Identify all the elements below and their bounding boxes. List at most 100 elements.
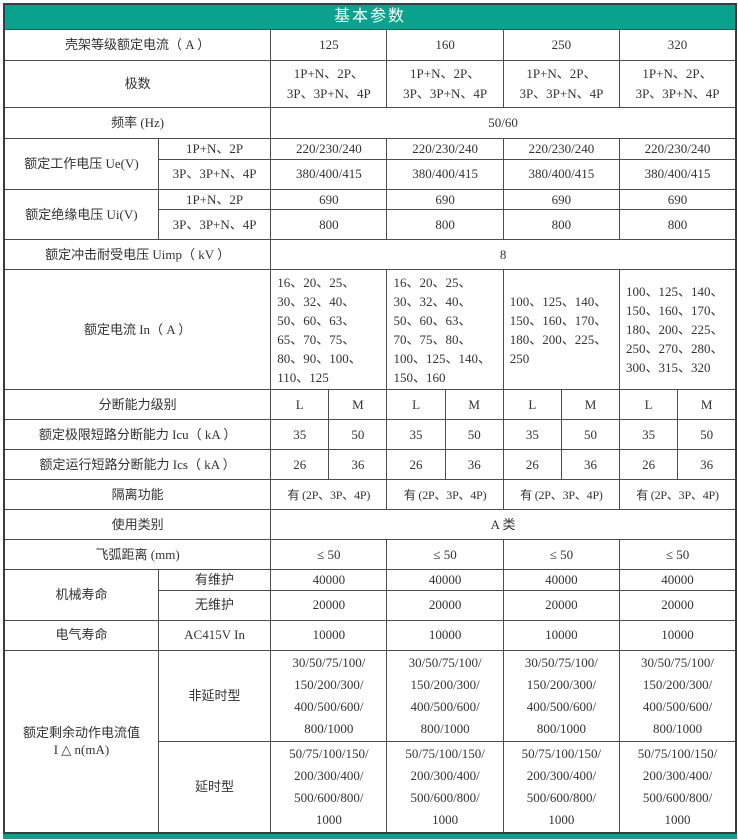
mechanical-life-value: 40000 xyxy=(502,569,621,591)
poles-row: 极数 1P+N、2P、 3P、3P+N、4P 1P+N、2P、 3P、3P+N、… xyxy=(3,60,737,108)
isolation-label: 隔离功能 xyxy=(3,479,272,511)
icu-value: 35 xyxy=(502,419,562,451)
electrical-life-value: 10000 xyxy=(502,619,621,651)
ue-value: 380/400/415 xyxy=(270,158,388,190)
ui-value: 690 xyxy=(619,188,737,211)
ui-sub-label: 3P、3P+N、4P xyxy=(157,209,272,241)
icu-row: 额定极限短路分断能力 Icu（ kA ） 35 50 35 50 35 50 3… xyxy=(3,419,737,451)
residual-current-row-1: 额定剩余动作电流值 I △ n(mA) 非延时型 30/50/75/100/ 1… xyxy=(3,649,737,834)
isolation-value: 有 (2P、3P、4P) xyxy=(619,479,737,511)
rated-current-row: 额定电流 In（ A ） 16、20、25、 30、32、40、 50、60、6… xyxy=(3,269,737,391)
mechanical-life-row-1: 机械寿命 有维护 40000 40000 40000 40000 xyxy=(3,569,737,621)
ics-value: 36 xyxy=(677,449,737,481)
ue-sub-label: 1P+N、2P xyxy=(157,138,272,160)
ue-value: 220/230/240 xyxy=(386,138,504,160)
residual-current-value: 30/50/75/100/ 150/200/300/ 400/500/600/ … xyxy=(270,649,388,742)
arc-distance-value: ≤ 50 xyxy=(502,539,621,571)
electrical-life-row: 电气寿命 AC415V In 10000 10000 10000 10000 xyxy=(3,619,737,651)
ui-value: 800 xyxy=(386,209,504,241)
breaking-class-value: L xyxy=(270,389,330,421)
electrical-life-sub-label: AC415V In xyxy=(157,619,272,651)
usage-category-row: 使用类别 A 类 xyxy=(3,509,737,541)
mechanical-life-value: 40000 xyxy=(619,569,737,591)
residual-current-value: 50/75/100/150/ 200/300/400/ 500/600/800/… xyxy=(502,740,621,834)
frame-current-label: 壳架等级额定电流（ A ） xyxy=(3,29,272,61)
ui-value: 800 xyxy=(502,209,621,241)
breaking-class-value: L xyxy=(619,389,679,421)
electrical-life-value: 10000 xyxy=(270,619,388,651)
ue-value: 380/400/415 xyxy=(386,158,504,190)
poles-value: 1P+N、2P、 3P、3P+N、4P xyxy=(619,60,737,108)
residual-current-label: 额定剩余动作电流值 I △ n(mA) xyxy=(3,649,159,834)
mechanical-life-value: 20000 xyxy=(386,589,504,621)
ics-value: 26 xyxy=(386,449,446,481)
residual-current-value: 30/50/75/100/ 150/200/300/ 400/500/600/ … xyxy=(386,649,504,742)
arc-distance-row: 飞弧距离 (mm) ≤ 50 ≤ 50 ≤ 50 ≤ 50 xyxy=(3,539,737,571)
arc-distance-value: ≤ 50 xyxy=(619,539,737,571)
ics-value: 36 xyxy=(560,449,621,481)
ics-value: 36 xyxy=(444,449,504,481)
electrical-life-value: 10000 xyxy=(619,619,737,651)
ics-value: 26 xyxy=(502,449,562,481)
ue-row-1: 额定工作电压 Ue(V) 1P+N、2P 220/230/240 220/230… xyxy=(3,138,737,190)
mechanical-life-sub-label: 无维护 xyxy=(157,589,272,621)
ue-value: 220/230/240 xyxy=(270,138,388,160)
spec-table-container: 基本参数 壳架等级额定电流（ A ） 125 160 250 320 极数 1P… xyxy=(3,3,737,839)
uimp-value: 8 xyxy=(270,239,737,271)
icu-value: 50 xyxy=(677,419,737,451)
icu-value: 50 xyxy=(328,419,388,451)
frequency-value: 50/60 xyxy=(270,107,737,139)
ue-value: 220/230/240 xyxy=(502,138,621,160)
frequency-row: 频率 (Hz) 50/60 xyxy=(3,107,737,139)
mechanical-life-row-2: 无维护 20000 20000 20000 20000 xyxy=(4,589,737,621)
breaking-class-value: L xyxy=(386,389,446,421)
ics-label: 额定运行短路分断能力 Ics（ kA ） xyxy=(3,449,272,481)
icu-value: 50 xyxy=(444,419,504,451)
frame-current-row: 壳架等级额定电流（ A ） 125 160 250 320 xyxy=(3,29,737,61)
icu-value: 35 xyxy=(270,419,330,451)
breaking-class-value: M xyxy=(444,389,504,421)
ics-value: 26 xyxy=(270,449,330,481)
ui-value: 690 xyxy=(502,188,621,211)
ui-row-1: 额定绝缘电压 Ui(V) 1P+N、2P 690 690 690 690 xyxy=(3,188,737,241)
poles-label: 极数 xyxy=(3,60,272,108)
mechanical-life-value: 40000 xyxy=(270,569,388,591)
uimp-label: 额定冲击耐受电压 Uimp（ kV ） xyxy=(3,239,272,271)
icu-label: 额定极限短路分断能力 Icu（ kA ） xyxy=(3,419,272,451)
ue-value: 380/400/415 xyxy=(619,158,737,190)
poles-value: 1P+N、2P、 3P、3P+N、4P xyxy=(270,60,388,108)
residual-current-row-2: 延时型 50/75/100/150/ 200/300/400/ 500/600/… xyxy=(4,740,737,834)
frame-current-value: 160 xyxy=(386,29,504,61)
ui-value: 800 xyxy=(619,209,737,241)
frame-current-value: 250 xyxy=(502,29,621,61)
breaking-class-row: 分断能力级别 L M L M L M L M xyxy=(3,389,737,421)
mechanical-life-value: 40000 xyxy=(386,569,504,591)
residual-current-value: 50/75/100/150/ 200/300/400/ 500/600/800/… xyxy=(619,740,737,834)
icu-value: 50 xyxy=(560,419,621,451)
ui-row-2: 3P、3P+N、4P 800 800 800 800 xyxy=(4,209,737,241)
ue-sub-label: 3P、3P+N、4P xyxy=(157,158,272,190)
title-row: 基本参数 xyxy=(3,3,737,30)
ue-row-2: 3P、3P+N、4P 380/400/415 380/400/415 380/4… xyxy=(4,158,737,190)
mechanical-life-value: 20000 xyxy=(502,589,621,621)
isolation-value: 有 (2P、3P、4P) xyxy=(502,479,621,511)
mechanical-life-label: 机械寿命 xyxy=(3,569,159,621)
ics-value: 36 xyxy=(328,449,388,481)
residual-current-value: 50/75/100/150/ 200/300/400/ 500/600/800/… xyxy=(386,740,504,834)
ui-label: 额定绝缘电压 Ui(V) xyxy=(3,188,159,241)
rated-current-value: 100、125、140、 150、160、170、 180、200、225、 2… xyxy=(502,269,621,391)
ui-value: 800 xyxy=(270,209,388,241)
mechanical-life-value: 20000 xyxy=(270,589,388,621)
bottom-accent-bar xyxy=(3,833,737,839)
isolation-value: 有 (2P、3P、4P) xyxy=(386,479,504,511)
mechanical-life-value: 20000 xyxy=(619,589,737,621)
breaking-class-value: L xyxy=(502,389,562,421)
frame-current-value: 320 xyxy=(619,29,737,61)
basic-parameters-table: 基本参数 壳架等级额定电流（ A ） 125 160 250 320 极数 1P… xyxy=(3,3,737,834)
ics-row: 额定运行短路分断能力 Ics（ kA ） 26 36 26 36 26 36 2… xyxy=(3,449,737,481)
poles-value: 1P+N、2P、 3P、3P+N、4P xyxy=(502,60,621,108)
arc-distance-value: ≤ 50 xyxy=(270,539,388,571)
ue-value: 220/230/240 xyxy=(619,138,737,160)
ui-value: 690 xyxy=(386,188,504,211)
rated-current-label: 额定电流 In（ A ） xyxy=(3,269,272,391)
